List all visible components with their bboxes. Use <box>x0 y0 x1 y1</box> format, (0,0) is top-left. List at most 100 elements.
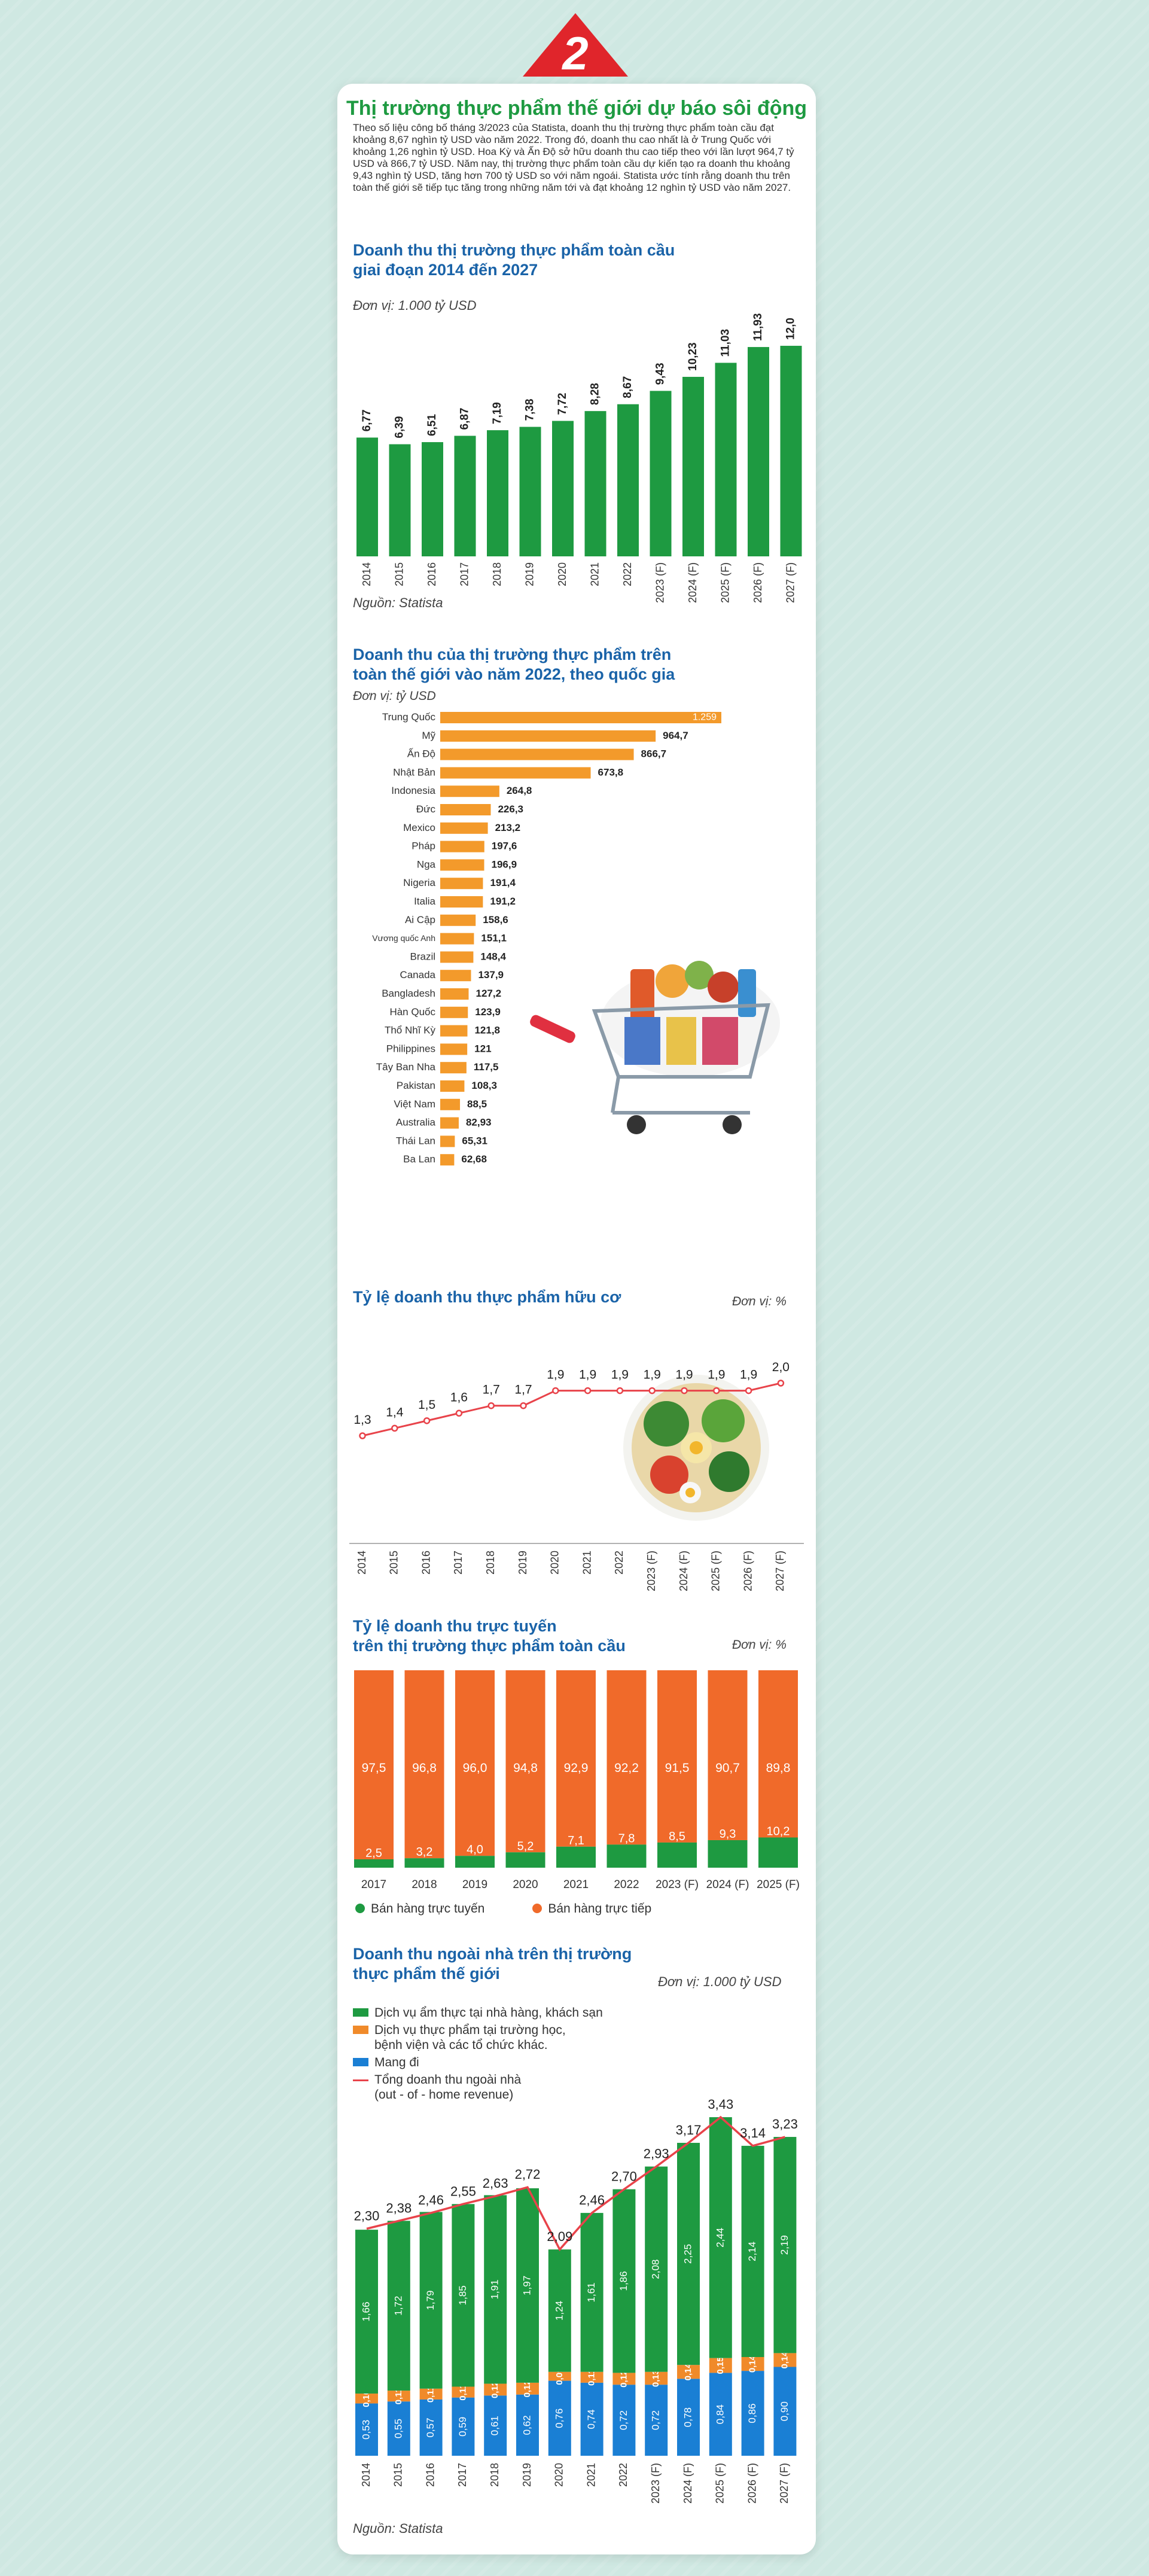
chart5-total-label: 3,23 <box>772 2117 798 2132</box>
chart5-data-label: 0,61 <box>489 2416 501 2435</box>
chart1-bar <box>584 411 606 556</box>
chart2-data-label: 226,3 <box>498 803 523 815</box>
chart4-tick-label: 2023 (F) <box>656 1878 699 1891</box>
chart5-bar-takeaway <box>677 2379 700 2456</box>
chart4-tick-label: 2021 <box>563 1878 589 1891</box>
chart3-point <box>745 1387 752 1394</box>
chart2-bar <box>440 841 484 852</box>
chart2-bar <box>440 1043 468 1055</box>
chart4-data-label-direct: 91,5 <box>665 1761 690 1775</box>
chart3-point <box>584 1387 592 1394</box>
chart3-data-label: 1,9 <box>611 1368 629 1382</box>
chart5-bar-institution <box>677 2365 700 2379</box>
chart5-tick-label: 2027 (F) <box>778 2463 790 2504</box>
chart5-data-label: 0,84 <box>714 2404 726 2424</box>
chart3-data-label: 1,5 <box>418 1398 435 1412</box>
chart5-data-label: 0,10 <box>361 2390 371 2407</box>
chart1-tick-label: 2021 <box>589 562 601 586</box>
chart1-data-label: 6,51 <box>426 414 438 436</box>
chart2-category-label: Nga <box>417 858 436 870</box>
chart5-data-label: 1,79 <box>425 2291 436 2310</box>
chart3-tick-label: 2014 <box>356 1551 368 1575</box>
chart2-category-label: Brazil <box>410 951 435 962</box>
legend-label-line1: Dịch vụ thực phẩm tại trường học, <box>374 2023 566 2037</box>
chart5-data-label: 0,14 <box>748 2355 758 2373</box>
chart5-bar-takeaway <box>741 2371 764 2456</box>
chart2-category-label: Ba Lan <box>403 1153 435 1165</box>
page-title: Thị trường thực phẩm thế giới dự báo sôi… <box>346 97 807 120</box>
chart2-bar <box>440 1135 455 1147</box>
chart5-data-label: 1,97 <box>521 2276 532 2295</box>
chart5-bar-takeaway <box>387 2401 410 2456</box>
chart2-data-label: 121 <box>474 1043 491 1054</box>
chart2-category-label: Canada <box>400 969 435 981</box>
chart5-total-label: 2,63 <box>483 2176 508 2191</box>
chart3-point <box>681 1387 688 1394</box>
chart2-category-label: Nhật Bản <box>393 766 435 778</box>
chart2-data-label: 673,8 <box>598 766 624 778</box>
chart5-tick-label: 2016 <box>424 2463 436 2487</box>
chart5-data-label: 2,08 <box>650 2260 662 2279</box>
chart5-bar-institution <box>419 2388 443 2400</box>
section-number-badge: 2 <box>523 13 628 80</box>
chart5-bar-restaurant <box>612 2189 636 2373</box>
chart1-bar <box>519 427 541 556</box>
chart5-bar-takeaway <box>709 2373 732 2456</box>
chart4-tick-label: 2025 (F) <box>757 1878 800 1891</box>
chart3-point <box>487 1402 495 1409</box>
chart5-total-label: 2,46 <box>579 2193 605 2207</box>
chart1-bar <box>422 442 443 556</box>
chart4-tick-label: 2018 <box>412 1878 437 1891</box>
chart5-tick-label: 2019 <box>521 2463 533 2487</box>
chart5-total-label: 3,43 <box>708 2097 733 2112</box>
chart4-bar-direct <box>354 1670 394 1859</box>
chart2-data-label: 213,2 <box>495 822 521 833</box>
legend-label: Dịch vụ ẩm thực tại nhà hàng, khách sạn <box>374 2006 603 2020</box>
chart4-data-label-direct: 90,7 <box>715 1761 740 1775</box>
chart5-bar-restaurant <box>645 2166 668 2372</box>
chart5-data-label: 0,62 <box>521 2415 532 2435</box>
chart3-tick-label: 2022 <box>613 1551 625 1575</box>
chart2-data-label: 191,2 <box>490 896 516 907</box>
chart3-data-label: 1,9 <box>675 1368 693 1382</box>
chart5-data-label: 0,11 <box>587 2369 597 2386</box>
chart4-bar-online <box>708 1840 748 1868</box>
chart5-bar-restaurant <box>709 2117 732 2358</box>
chart5-unit: Đơn vị: 1.000 tỷ USD <box>658 1974 782 1989</box>
chart2-data-label: 1.259 <box>693 712 717 723</box>
chart4-unit: Đơn vị: % <box>732 1638 787 1652</box>
chart2-data-label: 121,8 <box>474 1025 500 1036</box>
chart3-data-label: 1,9 <box>547 1368 564 1382</box>
chart5-svg: 0,53 0,10 1,66 2014 0,55 0,11 1,72 2015 0,57 0,11… <box>354 2097 798 2504</box>
chart5-total-label: 2,93 <box>644 2146 669 2161</box>
chart4-data-label-direct: 94,8 <box>513 1761 538 1775</box>
chart2-bar <box>440 822 488 834</box>
chart2-bar <box>440 1025 468 1037</box>
chart5-tick-label: 2022 <box>617 2463 629 2487</box>
chart5-bar-institution <box>452 2386 475 2398</box>
chart5-data-label: 0,13 <box>651 2370 661 2387</box>
chart5-data-label: 2,25 <box>682 2244 693 2264</box>
chart5-tick-label: 2015 <box>392 2463 404 2487</box>
chart3-data-label: 1,9 <box>740 1368 757 1382</box>
chart5-data-label: 0,11 <box>394 2388 404 2404</box>
chart5-data-label: 2,14 <box>746 2242 758 2261</box>
chart2-data-label: 62,68 <box>461 1153 487 1165</box>
chart2-category-label: Ai Cập <box>405 914 435 925</box>
chart5-bar-takeaway <box>612 2385 636 2456</box>
chart3-tick-label: 2020 <box>549 1551 561 1575</box>
chart5-data-label: 0,72 <box>650 2410 662 2430</box>
chart1-data-label: 11,93 <box>752 313 764 342</box>
chart5-data-label: 0,12 <box>522 2380 532 2397</box>
chart1-tick-label: 2026 (F) <box>752 562 764 603</box>
chart5-total-label: 2,46 <box>418 2193 444 2207</box>
chart5-legend-takeaway: Mang đi <box>353 2055 640 2070</box>
chart1-data-label: 10,23 <box>687 342 699 371</box>
chart5-bar-takeaway <box>548 2380 571 2456</box>
chart2-category-label: Italia <box>414 896 435 907</box>
chart2-bar <box>440 785 499 797</box>
chart5-total-line <box>366 2115 785 2252</box>
legend-label: Bán hàng trực tiếp <box>548 1902 652 1916</box>
chart1-tick-label: 2014 <box>361 562 373 586</box>
chart5-bar-restaurant <box>452 2204 475 2387</box>
